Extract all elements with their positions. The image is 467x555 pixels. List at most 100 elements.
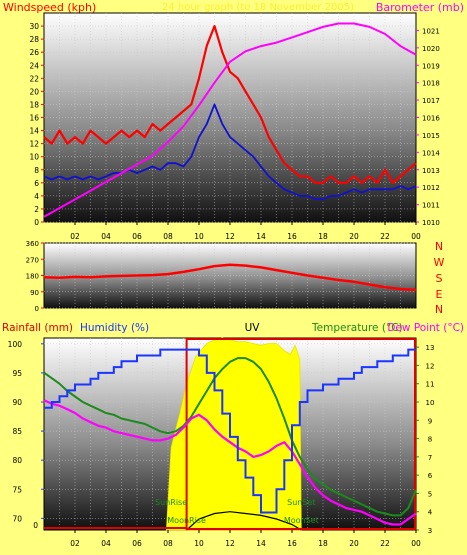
- sun-moon-event-label: MoonSet: [284, 516, 319, 525]
- windspeed-tick-label: 10: [29, 153, 39, 162]
- uv-label: UV: [245, 322, 261, 334]
- windspeed-tick-label: 8: [34, 166, 39, 175]
- humidity-tick-label: 80: [12, 456, 22, 465]
- uv-area: [165, 337, 302, 531]
- barometer-label: Barometer (mb): [376, 1, 464, 14]
- wind-direction-panel: 0 90 180 270 360: [26, 240, 417, 313]
- barometer-tick-label: 1013: [422, 167, 440, 175]
- windspeed-tick-label: 12: [29, 140, 39, 149]
- dewpoint-line: [43, 399, 417, 526]
- humidity-x-tick-label: 22: [380, 539, 390, 548]
- direction-tick-label: 360: [26, 240, 39, 248]
- wind-x-axis: 02 04 06 08 10 12 14 16 18 20 22 00: [70, 222, 421, 241]
- barometer-tick-label: 1015: [422, 132, 440, 140]
- temperature-tick-label: 10: [426, 399, 435, 407]
- humidity-x-axis: 02 04 06 08 10 12 14 16 18 20 22 00: [70, 530, 421, 548]
- wind-gust-line: [43, 25, 417, 184]
- temperature-tick-label: 11: [426, 381, 435, 389]
- sun-moon-event-label: SunRise: [155, 498, 187, 507]
- chart-title: 24 hour graph (to 18 November 2005): [162, 2, 354, 13]
- wind-x-tick-label: 04: [101, 232, 111, 241]
- temperature-tick-label: 5: [428, 490, 432, 498]
- rainfall-tick-label: 0: [33, 521, 38, 530]
- compass-n-top: N: [435, 240, 443, 253]
- wind-x-tick-label: 22: [380, 232, 390, 241]
- compass-labels: N W S E N: [434, 240, 445, 316]
- compass-e: E: [436, 288, 443, 301]
- barometer-tick-label: 1019: [422, 62, 440, 70]
- humidity-x-tick-label: 20: [349, 539, 359, 548]
- barometer-line: [43, 22, 417, 218]
- temperature-tick-label: 4: [428, 509, 433, 517]
- temperature-tick-label: 12: [426, 362, 435, 370]
- humidity-tick-label: 85: [12, 427, 22, 436]
- direction-tick-label: 90: [30, 289, 39, 297]
- humidity-tick-label: 70: [12, 514, 22, 523]
- compass-n-bottom: N: [435, 303, 443, 316]
- temperature-tick-label: 8: [428, 436, 432, 444]
- humidity-x-tick-label: 02: [70, 539, 80, 548]
- barometer-tick-label: 1012: [422, 184, 440, 192]
- wind-x-tick-label: 14: [256, 232, 266, 241]
- sun-moon-event-label: MoonRise: [167, 516, 206, 525]
- wind-x-tick-label: 02: [70, 232, 80, 241]
- barometer-tick-label: 1011: [422, 202, 440, 210]
- humidity-x-tick-label: 14: [256, 539, 266, 548]
- windspeed-tick-label: 20: [29, 87, 39, 96]
- wind-x-tick-label: 08: [163, 232, 173, 241]
- temperature-label: Temperature (°C): [311, 322, 403, 334]
- wind-x-tick-label: 10: [194, 232, 204, 241]
- wind-direction-line: [43, 263, 417, 292]
- windspeed-tick-label: 24: [29, 61, 39, 70]
- direction-tick-label: 270: [26, 256, 39, 264]
- humidity-x-tick-label: 04: [101, 539, 111, 548]
- rainfall-frame: [185, 338, 416, 530]
- barometer-tick-label: 1016: [422, 115, 440, 123]
- dewpoint-label: Dew Point (°C): [387, 322, 464, 334]
- compass-s: S: [436, 272, 443, 285]
- windspeed-tick-label: 2: [34, 205, 39, 214]
- humidity-tick-label: 75: [12, 485, 22, 494]
- moon-curve: [186, 511, 302, 531]
- windspeed-tick-label: 0: [34, 218, 39, 227]
- windspeed-tick-label: 28: [29, 35, 39, 44]
- humidity-x-tick-label: 08: [163, 539, 173, 548]
- wind-x-tick-label: 12: [225, 232, 235, 241]
- temperature-tick-label: 7: [428, 454, 432, 462]
- temperature-tick-label: 6: [428, 472, 433, 480]
- temperature-tick-label: 9: [428, 417, 432, 425]
- humidity-tick-label: 90: [12, 398, 22, 407]
- barometer-tick-label: 1010: [422, 219, 440, 227]
- temperature-tick-label: 13: [426, 344, 435, 352]
- barometer-tick-label: 1018: [422, 80, 440, 88]
- humidity-x-tick-label: 16: [287, 539, 297, 548]
- humidity-temp-panel: 70 75 80 85 90 95 100 0 3 4 5 6 7 8 9 10 11 12 13 SunRise…: [8, 337, 435, 535]
- humidity-label: Humidity (%): [80, 322, 149, 334]
- direction-tick-label: 180: [26, 273, 39, 281]
- humidity-line: [44, 348, 416, 514]
- windspeed-tick-label: 4: [34, 192, 39, 201]
- wind-x-tick-label: 00: [411, 232, 421, 241]
- humidity-x-tick-label: 06: [132, 539, 142, 548]
- windspeed-tick-label: 14: [29, 127, 39, 136]
- humidity-x-tick-label: 12: [225, 539, 235, 548]
- barometer-tick-label: 1017: [422, 97, 440, 105]
- wind-x-tick-label: 06: [132, 232, 142, 241]
- compass-w: W: [434, 256, 445, 269]
- windspeed-tick-label: 6: [34, 179, 39, 188]
- humidity-tick-label: 95: [12, 369, 22, 378]
- humidity-x-tick-label: 18: [318, 539, 328, 548]
- humidity-tick-label: 100: [8, 340, 23, 349]
- sun-moon-event-label: SunSet: [287, 498, 315, 507]
- wind-x-tick-label: 16: [287, 232, 297, 241]
- wind-x-tick-label: 20: [349, 232, 359, 241]
- rainfall-label: Rainfall (mm): [2, 322, 73, 334]
- direction-tick-label: 0: [35, 305, 39, 313]
- barometer-tick-label: 1020: [422, 45, 440, 53]
- windspeed-tick-label: 18: [29, 100, 39, 109]
- windspeed-tick-label: 16: [29, 114, 39, 123]
- temperature-tick-label: 3: [428, 527, 432, 535]
- windspeed-label: Windspeed (kph): [3, 1, 96, 14]
